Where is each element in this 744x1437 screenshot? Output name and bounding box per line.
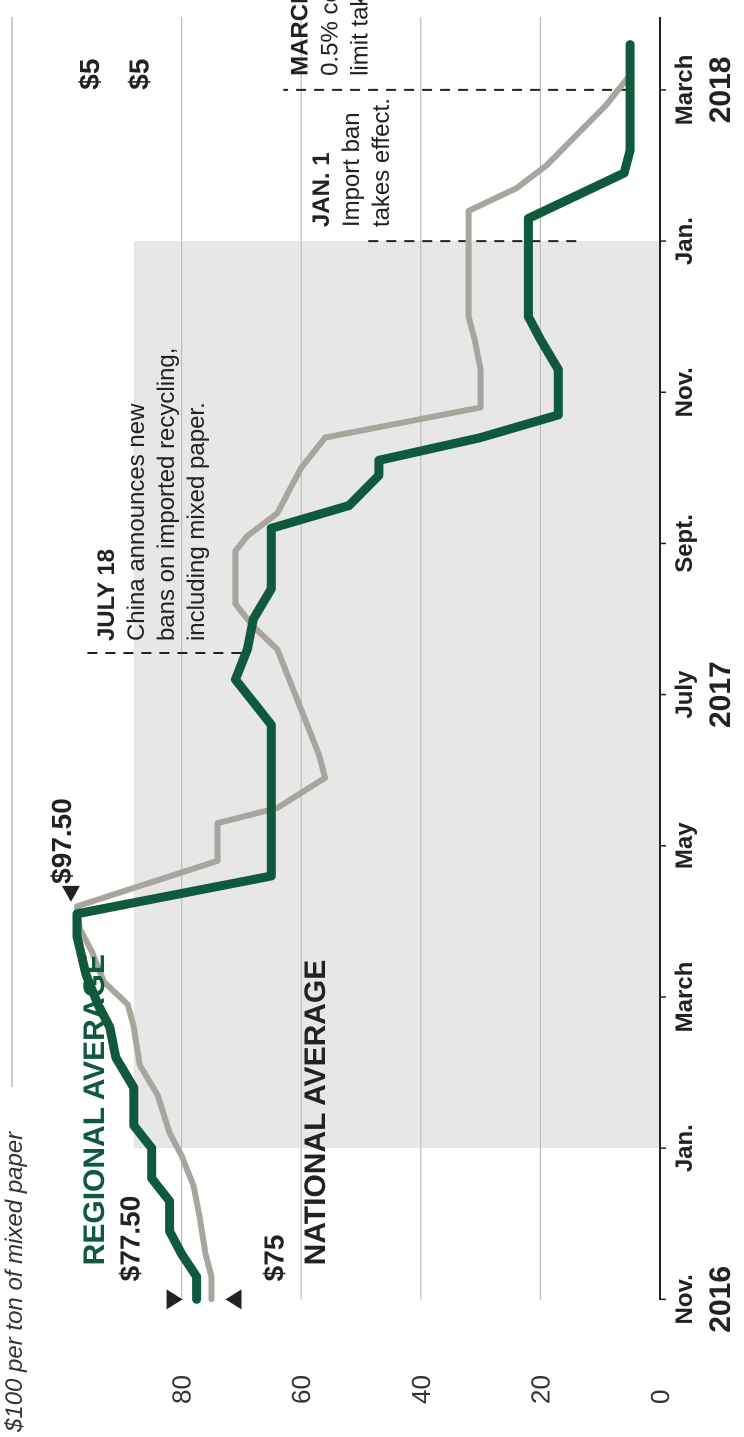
x-tick-label: Jan. (671, 217, 698, 265)
shaded-period (133, 241, 660, 1149)
annotation-text: Import ban (338, 112, 365, 227)
x-tick-label: March (671, 55, 698, 126)
y-tick-label: 0 (645, 1390, 675, 1404)
y-tick-label: 80 (167, 1375, 197, 1404)
value-label: $5 (124, 59, 155, 90)
value-label: $77.50 (115, 1196, 146, 1282)
regional-peak-marker (61, 885, 80, 902)
x-tick-label: July (671, 670, 698, 719)
y-axis-unit-label: $100 per ton of mixed paper (1, 1131, 28, 1432)
annotation-text: bans on imported recycling, (153, 348, 180, 641)
annotation-date: MARCH 1 (286, 0, 313, 76)
national-start-marker (225, 1289, 242, 1310)
annotation-date: JULY 18 (93, 549, 120, 641)
y-tick-label: 60 (286, 1375, 316, 1404)
y-tick-label: 20 (525, 1375, 555, 1404)
year-label: 2018 (704, 57, 737, 124)
x-tick-label: Nov. (671, 367, 698, 417)
x-tick-label: March (671, 962, 698, 1033)
regional-average-line (72, 40, 635, 1304)
value-label: $97.50 (46, 798, 77, 884)
year-label: 2016 (704, 1266, 737, 1333)
annotation-text: limit takes effect. (346, 0, 373, 76)
value-label: $5 (74, 59, 105, 90)
annotation-date: JAN. 1 (308, 152, 335, 227)
annotation-text: China announces new (123, 403, 150, 641)
series-label-regional: REGIONAL AVERAGE (78, 954, 111, 1265)
annotation-text: including mixed paper. (183, 402, 210, 641)
x-tick-label: Nov. (671, 1274, 698, 1324)
series-label-national: NATIONAL AVERAGE (299, 960, 332, 1266)
x-tick-label: Sept. (671, 514, 698, 573)
x-tick-label: Jan. (671, 1124, 698, 1172)
x-tick-label: May (671, 822, 698, 869)
national-average-line (74, 41, 634, 1303)
y-tick-label: 40 (406, 1375, 436, 1404)
regional-start-marker (166, 1289, 183, 1310)
annotation-text: takes effect. (368, 98, 395, 227)
year-label: 2017 (704, 661, 737, 728)
annotation-text: 0.5% contamination (316, 0, 343, 76)
value-label: $75 (258, 1235, 289, 1282)
